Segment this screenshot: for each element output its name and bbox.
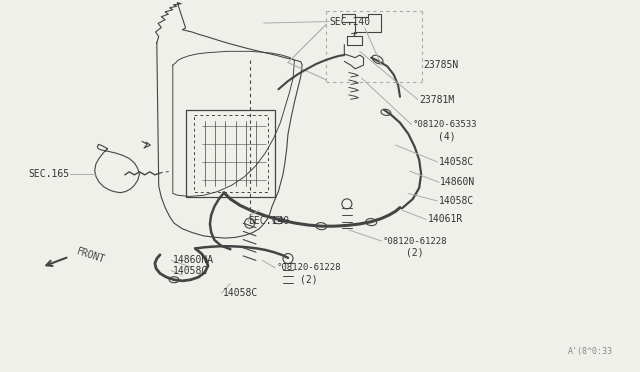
Text: SEC.140: SEC.140 <box>330 17 371 26</box>
Text: 14061R: 14061R <box>428 215 463 224</box>
Text: 23785N: 23785N <box>424 60 459 70</box>
Text: 14058C: 14058C <box>438 196 474 206</box>
Text: (2): (2) <box>406 247 424 257</box>
Text: 14058C: 14058C <box>438 157 474 167</box>
Text: (2): (2) <box>300 275 317 285</box>
Text: 23781M: 23781M <box>419 95 454 105</box>
Text: 14058C: 14058C <box>173 266 208 276</box>
Text: (4): (4) <box>438 132 456 142</box>
Text: 14860N: 14860N <box>440 177 476 187</box>
Text: 14860NA: 14860NA <box>173 256 214 265</box>
Text: °08120-63533: °08120-63533 <box>413 120 477 129</box>
Text: A'(8^0:33: A'(8^0:33 <box>568 347 613 356</box>
Text: SEC.165: SEC.165 <box>29 169 70 179</box>
Text: FRONT: FRONT <box>76 246 106 264</box>
Text: °08120-61228: °08120-61228 <box>276 263 341 272</box>
Text: °08120-61228: °08120-61228 <box>383 237 447 246</box>
Text: 14058C: 14058C <box>223 288 258 298</box>
Text: SEC.140: SEC.140 <box>248 217 289 226</box>
